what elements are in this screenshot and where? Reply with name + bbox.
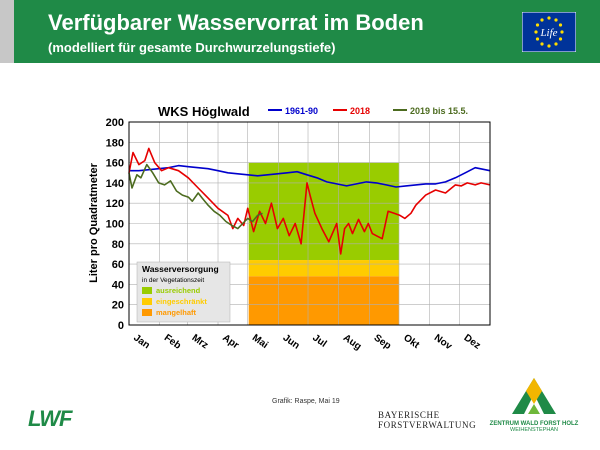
- series-line-0: [129, 164, 491, 188]
- x-tick-label: Jul: [310, 332, 328, 349]
- legend-label-0: 1961-90: [285, 106, 318, 116]
- legend-label-2: 2019 bis 15.5.: [410, 106, 468, 116]
- lwf-logo-text: LWF: [28, 406, 73, 430]
- zentrum-wald-logo: ZENTRUM WALD FORST HOLZ WEIHENSTEPHAN: [484, 376, 584, 433]
- bay-logo-line2: FORSTVERWALTUNG: [378, 420, 477, 430]
- page-subtitle: (modelliert für gesamte Durchwurzelungst…: [48, 40, 336, 55]
- zone-label-ausreichend: ausreichend: [156, 286, 201, 295]
- chart-title: WKS Höglwald: [158, 104, 250, 119]
- x-tick-label: Nov: [432, 332, 454, 352]
- x-tick-label: Sep: [372, 332, 393, 352]
- zentrum-line1: ZENTRUM WALD FORST HOLZ: [489, 421, 579, 427]
- zone-swatch-mangelhaft: [142, 309, 152, 316]
- legend-layer: 1961-90 2018 2019 bis 15.5.: [268, 106, 468, 116]
- zone-label-mangelhaft: mangelhaft: [156, 308, 197, 317]
- x-tick-label: Mai: [250, 332, 270, 351]
- x-tick-label: Aug: [341, 332, 363, 352]
- series-line-1: [128, 147, 491, 255]
- bayerische-forstverwaltung-logo: BAYERISCHE FORSTVERWALTUNG: [378, 410, 478, 430]
- zone-swatch-ausreichend: [142, 287, 152, 294]
- zentrum-line2: WEIHENSTEPHAN: [510, 427, 558, 433]
- plot-frame: [128, 121, 491, 326]
- y-axis-label: Liter pro Quadratmeter: [88, 162, 100, 283]
- legend-label-1: 2018: [350, 106, 370, 116]
- x-tick-label: Jun: [281, 332, 302, 351]
- x-tick-label: Okt: [401, 332, 422, 351]
- zone-label-eingeschraenkt: eingeschränkt: [156, 297, 207, 306]
- y-tick-label: 0: [118, 320, 124, 332]
- y-tick-label: 140: [106, 178, 124, 190]
- zone-2: [248, 276, 400, 325]
- y-tick-label: 20: [112, 300, 124, 312]
- x-tick-label: Mrz: [190, 332, 210, 351]
- eu-life-logo: Life: [522, 12, 576, 52]
- header-bar: Verfügbarer Wasservorrat im Boden (model…: [0, 0, 600, 63]
- zone-legend-subtitle: in der Vegetationszeit: [142, 277, 204, 284]
- series-line-2: [128, 163, 263, 230]
- eu-life-text: Life: [539, 27, 557, 39]
- y-tick-label: 120: [106, 198, 124, 210]
- series-layer: [128, 147, 491, 255]
- page-title: Verfügbarer Wasservorrat im Boden: [48, 10, 424, 35]
- lwf-logo-graphic: LWF: [28, 406, 74, 431]
- header-stripe: [0, 0, 14, 63]
- y-tick-label: 180: [106, 137, 124, 149]
- lwf-logo: LWF: [28, 406, 78, 435]
- y-tick-label: 60: [112, 259, 124, 271]
- zone-legend-frame: [136, 261, 231, 323]
- y-tick-label: 200: [106, 117, 124, 129]
- x-tick-label: Feb: [162, 332, 183, 351]
- y-tick-label: 40: [112, 279, 124, 291]
- y-tick-label: 160: [106, 158, 124, 170]
- zone-swatch-eingeschraenkt: [142, 298, 152, 305]
- x-tick-label: Jan: [131, 332, 151, 351]
- zone-0: [248, 162, 400, 261]
- y-tick-label: 100: [106, 219, 124, 231]
- bay-logo-line1: BAYERISCHE: [378, 410, 440, 420]
- x-tick-label: Dez: [462, 332, 483, 351]
- water-chart: 0 20 40 60 80 100 120 140 160 180 200 Jan Feb Mrz Apr M…: [88, 104, 491, 353]
- zone-legend-title: Wasserversorgung: [142, 264, 219, 274]
- y-tick-label: 80: [112, 239, 124, 251]
- chart-credit: Grafik: Raspe, Mai 19: [272, 398, 340, 405]
- x-tick-label: Apr: [220, 332, 241, 351]
- zone-1: [248, 260, 400, 277]
- zone-legend-box: Wasserversorgung in der Vegetationszeit …: [136, 261, 231, 323]
- zentrum-mountain-icon: [512, 378, 556, 414]
